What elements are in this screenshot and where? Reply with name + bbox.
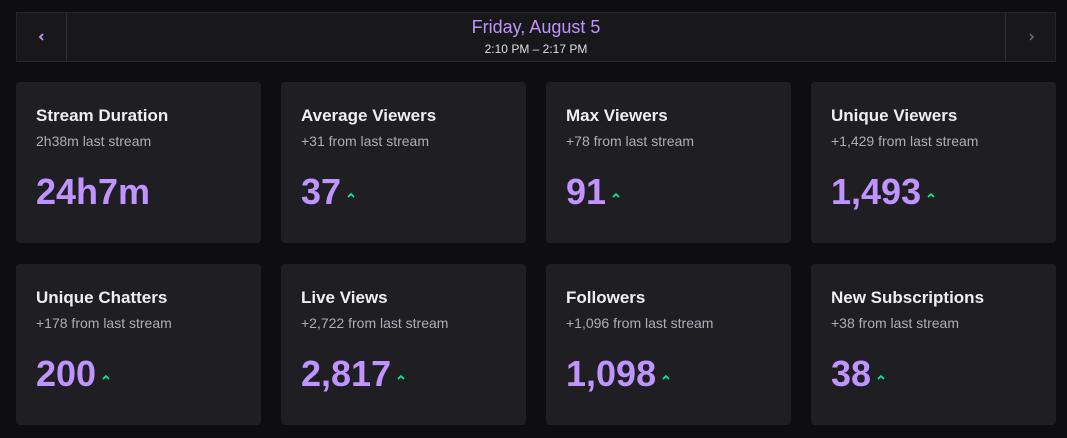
caret-up (347, 192, 355, 198)
card-subtitle: +38 from last stream (831, 315, 959, 331)
trend-up-icon (662, 367, 670, 385)
trend-up-icon (612, 185, 620, 203)
value-row: 24h7m (36, 171, 241, 213)
value-row: 38 (831, 353, 1036, 395)
card-title: Stream Duration (36, 106, 169, 125)
value-row: 200 (36, 353, 241, 395)
stat-card: Average Viewers +31 from last stream 37 (281, 82, 526, 243)
value-row: 1,098 (566, 353, 771, 395)
value-row: 91 (566, 171, 771, 213)
caret-up (927, 192, 935, 198)
stat-card: Live Views +2,722 from last stream 2,817 (281, 264, 526, 425)
chevron-left (38, 33, 44, 41)
card-title: Unique Chatters (36, 288, 168, 307)
card-subtitle: +2,722 from last stream (301, 315, 449, 331)
chevron-right (1028, 33, 1034, 41)
card-subtitle: 2h38m last stream (36, 133, 152, 149)
card-value: 1,098 (566, 353, 657, 394)
card-title: Max Viewers (566, 106, 668, 125)
stat-card: New Subscriptions +38 from last stream 38 (811, 264, 1056, 425)
stat-card: Unique Viewers +1,429 from last stream 1,4… (811, 82, 1056, 243)
time-range: 2:10 PM – 2:17 PM (484, 42, 588, 56)
trend-up-icon (927, 185, 935, 203)
caret-up (397, 374, 405, 380)
next-button[interactable] (1005, 13, 1055, 61)
card-title: Live Views (301, 288, 388, 307)
value-row: 37 (301, 171, 506, 213)
previous-button[interactable] (17, 13, 67, 61)
trend-up-icon (102, 367, 110, 385)
caret-up (102, 374, 110, 380)
card-subtitle: +1,096 from last stream (566, 315, 714, 331)
stat-card: Unique Chatters +178 from last stream 200 (16, 264, 261, 425)
card-value: 1,493 (831, 171, 922, 212)
card-value: 200 (36, 353, 97, 394)
card-title: Unique Viewers (831, 106, 958, 125)
card-subtitle: +78 from last stream (566, 133, 694, 149)
caret-up (662, 374, 670, 380)
trend-up-icon (347, 185, 355, 203)
card-subtitle: +1,429 from last stream (831, 133, 979, 149)
stat-card: Followers +1,096 from last stream 1,098 (546, 264, 791, 425)
card-title: Followers (566, 288, 646, 307)
card-subtitle: +31 from last stream (301, 133, 429, 149)
card-value: 91 (566, 171, 607, 212)
card-value: 24h7m (36, 171, 151, 212)
card-title: Average Viewers (301, 106, 437, 125)
caret-up (612, 192, 620, 198)
card-value: 37 (301, 171, 342, 212)
stats-grid: Stream Duration 2h38m last stream 24h7m Ave… (16, 82, 1056, 425)
date-title: Friday, August 5 (471, 17, 601, 37)
value-row: 2,817 (301, 353, 506, 395)
date-display: Friday, August 5 2:10 PM – 2:17 PM (67, 13, 1005, 61)
date-bar: Friday, August 5 2:10 PM – 2:17 PM (16, 12, 1056, 62)
card-subtitle: +178 from last stream (36, 315, 172, 331)
stat-card: Max Viewers +78 from last stream 91 (546, 82, 791, 243)
trend-up-icon (877, 367, 885, 385)
card-value: 2,817 (301, 353, 392, 394)
caret-up (877, 374, 885, 380)
value-row: 1,493 (831, 171, 1036, 213)
stat-card: Stream Duration 2h38m last stream 24h7m (16, 82, 261, 243)
card-value: 38 (831, 353, 872, 394)
card-title: New Subscriptions (831, 288, 985, 307)
trend-up-icon (397, 367, 405, 385)
